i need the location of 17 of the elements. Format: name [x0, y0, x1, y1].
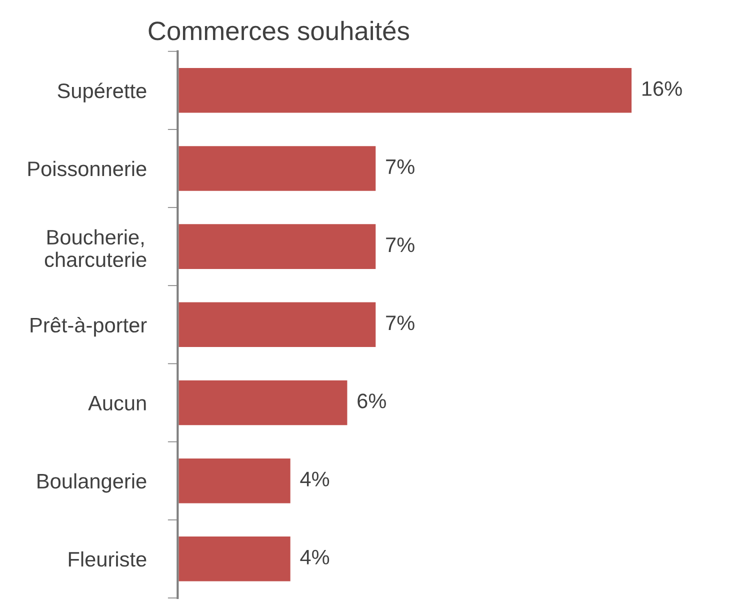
y-tick-label: Poissonnerie	[28, 160, 146, 176]
y-tick-label: Aucun	[88, 396, 146, 410]
y-tick-label: Fleuriste	[68, 551, 146, 567]
y-tick-label: Boulangerie	[38, 473, 146, 493]
y-tick-label: Boucherie, charcuterie	[44, 229, 146, 268]
chart-title: Commerces souhaités	[148, 20, 409, 40]
data-label: 7%	[386, 159, 414, 174]
y-tick-label: Prêt-à-porter	[30, 316, 147, 337]
data-label: 4%	[300, 550, 330, 564]
data-label: 16%	[642, 81, 682, 96]
bar	[178, 144, 378, 193]
data-label: 7%	[386, 316, 414, 330]
data-label: 4%	[300, 472, 330, 486]
data-label: 6%	[358, 394, 386, 408]
y-tick-label: Supérette	[58, 82, 146, 102]
data-label: 7%	[386, 237, 414, 252]
bar	[178, 378, 350, 428]
